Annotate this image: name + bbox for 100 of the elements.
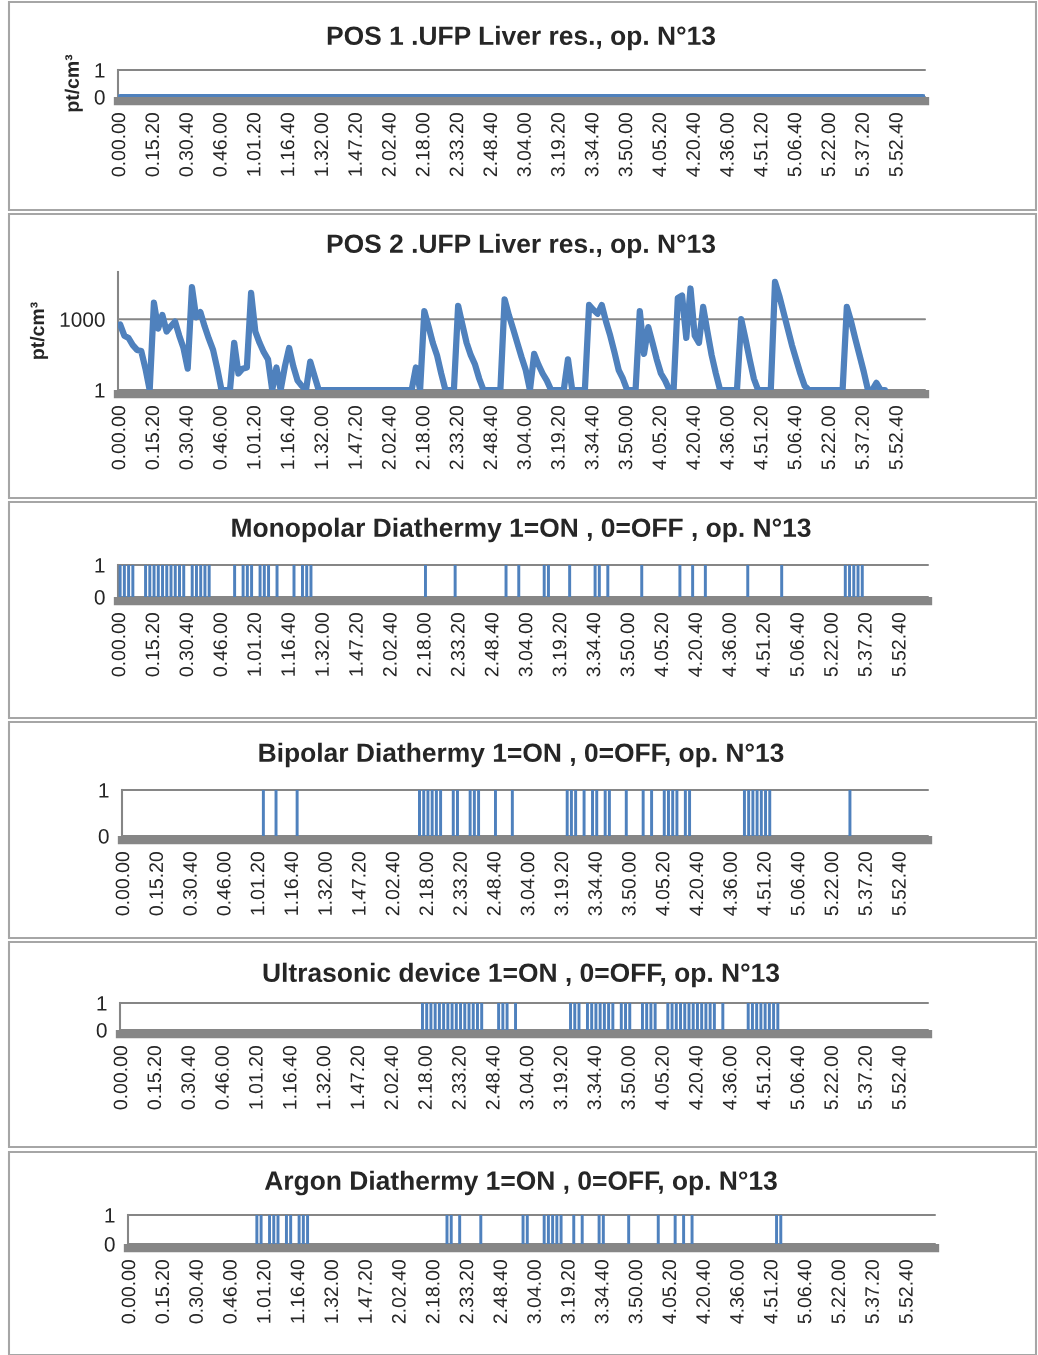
x-tick-label: 0.00.00 [111,113,126,177]
x-tick-label: 2.02.40 [381,113,396,177]
x-tick-label: 2.33.20 [450,613,465,677]
y-tick-label: 1000 [60,312,105,327]
y-tick-label: 0 [94,90,105,105]
x-tick-label: 4.20.40 [689,852,704,916]
x-tick-label: 3.34.40 [584,113,599,177]
x-tick-label: 3.34.40 [586,613,601,677]
y-tick-label: 1 [95,383,105,398]
x-tick-label: 0.00.00 [111,613,126,677]
x-tick-label: 1.01.20 [246,406,261,469]
x-tick-label: 1.01.20 [250,852,265,915]
x-tick-label: 3.50.00 [621,852,636,916]
x-tick-label: 5.52.40 [891,613,906,677]
x-tick-label: 1.01.20 [246,113,261,176]
x-tick-label: 3.34.40 [588,852,602,916]
x-tick-label: 2.18.00 [415,113,430,177]
x-tick-label: 3.34.40 [584,406,599,470]
x-tick-label: 3.04.00 [517,113,531,177]
x-tick-label: 0.30.40 [179,113,193,177]
x-tick-label: 1.01.20 [256,1260,271,1323]
x-tick-label: 2.48.40 [486,852,501,916]
x-tick-label: 3.19.20 [550,113,565,177]
x-tick-label: 4.20.40 [686,406,700,470]
x-tick-label: 5.06.40 [790,1046,805,1110]
x-tick-label: 1.32.00 [318,852,332,915]
x-tick-label: 1.32.00 [315,613,329,676]
x-tick-label: 2.33.20 [459,1260,474,1324]
x-tick-label: 4.36.00 [719,113,734,177]
chart-title: Ultrasonic device 1=ON , 0=OFF, op. N°13 [263,962,780,988]
x-tick-label: 0.15.20 [145,406,160,470]
x-tick-label: 1.32.00 [316,1046,331,1109]
x-tick-label: 4.36.00 [719,406,734,470]
x-tick-label: 1.16.40 [281,613,295,676]
x-tick-label: 1.01.20 [247,613,262,676]
x-tick-label: 0.00.00 [113,1046,128,1110]
x-tick-label: 5.22.00 [831,1260,846,1324]
x-tick-label: 5.06.40 [797,1260,812,1324]
x-tick-label: 3.50.00 [628,1260,643,1324]
x-tick-label: 4.05.20 [652,113,667,177]
x-tick-label: 4.20.40 [688,1046,703,1110]
x-tick-label: 4.20.40 [688,613,703,677]
x-tick-label: 3.04.00 [517,406,531,470]
x-tick-label: 3.50.00 [618,113,633,177]
x-tick-label: 0.30.40 [179,406,193,470]
y-axis-title: pt/cm³ [64,54,83,112]
x-tick-label: 1.16.40 [284,852,299,915]
x-tick-label: 0.15.20 [147,1046,162,1110]
x-tick-label: 2.48.40 [484,613,499,677]
x-tick-label: 2.18.00 [415,406,430,470]
x-tick-label: 0.30.40 [181,1046,196,1110]
x-tick-label: 4.05.20 [655,852,670,916]
x-tick-label: 5.52.40 [892,852,906,916]
x-tick-label: 4.36.00 [723,852,737,916]
x-tick-label: 4.05.20 [655,1046,669,1110]
x-tick-label: 4.51.20 [756,852,771,916]
x-tick-label: 3.50.00 [621,1046,635,1110]
x-tick-label: 3.04.00 [527,1260,541,1324]
x-tick-label: 2.02.40 [385,852,400,916]
x-tick-label: 0.30.40 [179,613,194,677]
x-tick-label: 4.51.20 [763,1260,778,1324]
x-tick-label: 3.34.40 [594,1260,609,1324]
x-tick-label: 0.15.20 [145,113,160,177]
x-tick-label: 0.46.00 [212,406,227,470]
x-tick-label: 0.46.00 [212,113,227,177]
x-tick-label: 5.37.20 [858,852,873,916]
chart-title: POS 2 .UFP Liver res., op. N°13 [327,233,716,259]
x-tick-label: 2.33.20 [453,852,467,916]
x-tick-label: 5.37.20 [858,1046,872,1110]
x-tick-label: 2.48.40 [493,1260,508,1324]
y-tick-label: 0 [98,829,109,844]
x-tick-label: 5.37.20 [865,1260,879,1324]
x-tick-label: 1.47.20 [349,613,363,676]
x-tick-label: 4.51.20 [753,406,768,470]
x-tick-label: 1.16.40 [280,406,295,469]
x-tick-label: 2.48.40 [483,113,498,177]
x-tick-label: 5.52.40 [888,113,903,177]
x-tick-label: 2.48.40 [485,1046,500,1110]
y-tick-label: 1 [95,558,105,573]
x-tick-label: 2.02.40 [381,406,396,470]
x-tick-label: 2.18.00 [425,1260,440,1324]
x-tick-label: 4.36.00 [722,1046,737,1110]
y-tick-label: 1 [105,1208,115,1223]
x-tick-label: 3.19.20 [554,852,569,916]
x-tick-label: 3.19.20 [560,1260,575,1324]
x-tick-label: 4.05.20 [654,613,669,677]
x-tick-label: 1.47.20 [348,406,362,469]
x-tick-label: 3.19.20 [553,1046,568,1110]
chart-title: Argon Diathermy 1=ON , 0=OFF, op. N°13 [264,1170,777,1196]
x-tick-label: 1.32.00 [314,406,329,469]
x-tick-label: 0.46.00 [222,1260,237,1324]
x-tick-label: 4.36.00 [729,1260,744,1324]
x-tick-label: 4.20.40 [696,1260,710,1324]
x-tick-label: 0.00.00 [115,852,130,916]
x-tick-label: 1.32.00 [314,113,329,176]
x-tick-label: 4.36.00 [722,613,737,677]
x-tick-label: 2.33.20 [452,1046,466,1110]
x-tick-label: 2.02.40 [391,1260,406,1324]
chart-title: POS 1 .UFP Liver res., op. N°13 [327,25,716,51]
x-tick-label: 5.06.40 [787,406,802,470]
